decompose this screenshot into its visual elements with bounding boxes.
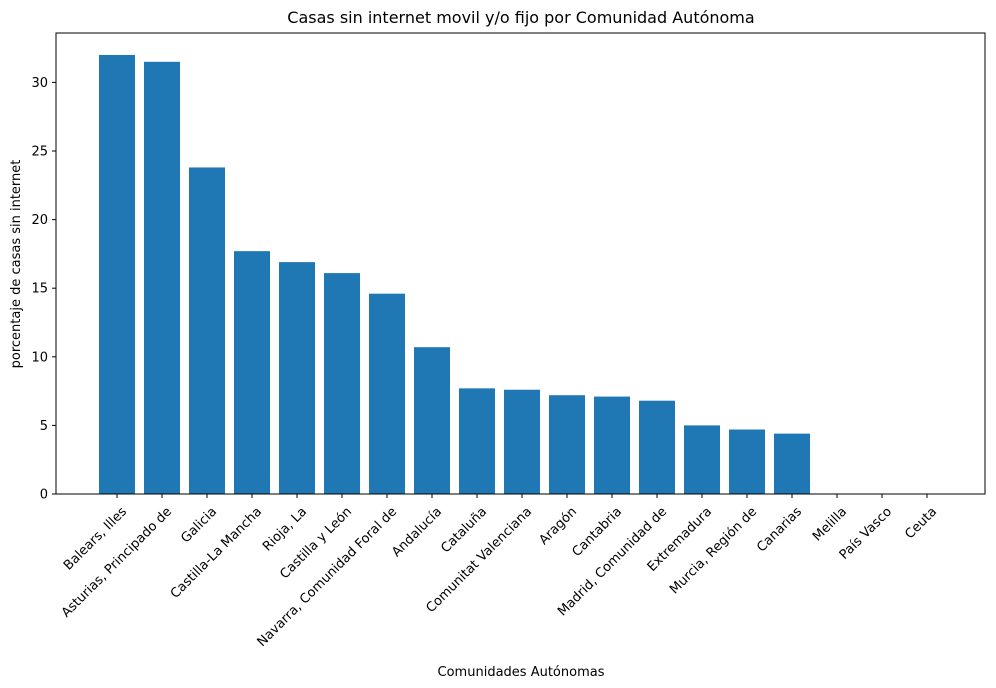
bar <box>684 425 720 494</box>
y-tick-label: 5 <box>40 419 48 434</box>
bar <box>414 347 450 494</box>
y-tick-label: 10 <box>31 350 48 365</box>
x-tick-label: Ceuta <box>902 504 940 542</box>
bar <box>189 167 225 495</box>
bar <box>774 433 810 494</box>
bar <box>459 388 495 494</box>
bar <box>729 429 765 494</box>
bar <box>234 251 270 494</box>
y-tick-label: 0 <box>40 488 48 503</box>
x-tick-label: Castilla-La Mancha <box>168 504 265 601</box>
plot-frame <box>55 32 986 495</box>
bar <box>99 54 135 494</box>
bar <box>144 61 180 494</box>
y-tick-label: 20 <box>31 213 48 228</box>
bar <box>369 293 405 494</box>
x-tick-label: Canarias <box>754 504 805 555</box>
x-tick-label: Aragón <box>536 504 580 548</box>
y-axis: 0 5 10 15 20 25 30 <box>31 76 56 503</box>
y-tick-label: 30 <box>31 76 48 91</box>
x-tick-label: Galicia <box>178 504 220 546</box>
bar <box>549 395 585 494</box>
bars-group <box>99 54 810 495</box>
bar <box>279 262 315 494</box>
x-tick-label: Murcia, Región de <box>667 504 760 597</box>
y-axis-label: porcentaje de casas sin internet <box>9 160 24 369</box>
chart-title: Casas sin internet movil y/o fijo por Co… <box>287 8 754 27</box>
bar <box>324 273 360 494</box>
y-tick-label: 15 <box>31 282 48 297</box>
y-tick-label: 25 <box>31 144 48 159</box>
bar <box>594 396 630 494</box>
bar <box>639 400 675 494</box>
x-tick-label: Melilla <box>810 504 850 544</box>
bar <box>504 389 540 494</box>
x-axis-label: Comunidades Autónomas <box>438 665 605 680</box>
